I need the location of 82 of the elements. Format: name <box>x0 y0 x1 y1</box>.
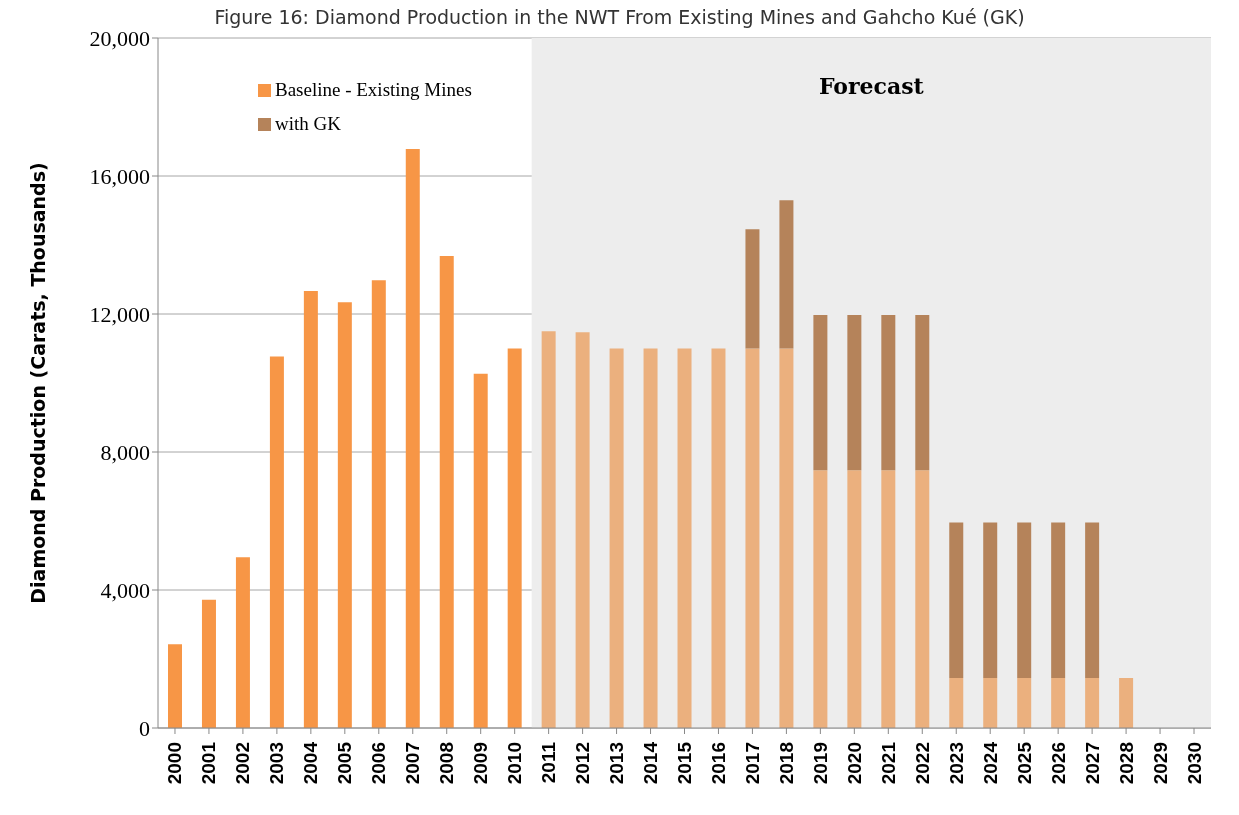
x-tick-label: 2006 <box>368 742 390 785</box>
y-tick-label: 4,000 <box>100 577 150 603</box>
bar <box>541 331 556 728</box>
band-label: Forecast <box>818 72 925 99</box>
bar <box>711 348 726 728</box>
x-tick-label: 2028 <box>1115 742 1137 785</box>
bar <box>745 348 760 728</box>
y-tick-label: 0 <box>139 715 150 741</box>
x-tick-label: 2024 <box>979 741 1001 785</box>
x-tick-label: 2003 <box>266 742 288 785</box>
bar <box>371 280 386 728</box>
x-tick-label: 2019 <box>809 742 831 785</box>
bar <box>473 373 488 728</box>
bar <box>915 315 930 471</box>
x-tick-label: 2008 <box>436 742 458 785</box>
bar <box>439 256 454 728</box>
bar <box>507 348 522 728</box>
y-tick-label: 12,000 <box>89 301 150 327</box>
x-tick-label: 2025 <box>1013 741 1035 785</box>
bar <box>303 290 318 728</box>
legend-label: with GK <box>275 112 341 136</box>
bar <box>813 315 828 471</box>
bar <box>1085 677 1100 728</box>
bar <box>1085 522 1100 678</box>
bar <box>269 356 284 728</box>
y-tick-label: 8,000 <box>100 439 150 465</box>
bar <box>575 332 590 728</box>
bar <box>779 200 794 349</box>
y-tick-label: 20,000 <box>89 25 150 51</box>
x-tick-label: 2010 <box>504 742 526 785</box>
x-tick-label: 2007 <box>402 742 424 785</box>
x-tick-label: 2023 <box>945 742 967 785</box>
bar <box>779 348 794 728</box>
bar <box>1051 677 1066 728</box>
bar <box>1119 677 1134 728</box>
bar <box>983 522 998 678</box>
x-tick-label: 2012 <box>572 742 594 785</box>
bar <box>1017 522 1032 678</box>
bar <box>847 470 862 728</box>
legend-label: Baseline - Existing Mines <box>275 78 472 102</box>
bar <box>915 470 930 728</box>
bar <box>813 470 828 728</box>
bar <box>949 677 964 728</box>
bar <box>847 315 862 471</box>
x-tick-label: 2004 <box>300 741 322 785</box>
bar <box>643 348 658 728</box>
x-tick-label: 2030 <box>1183 742 1205 785</box>
bar <box>949 522 964 678</box>
y-tick-label: 16,000 <box>89 163 150 189</box>
x-tick-label: 2005 <box>334 741 356 785</box>
x-tick-label: 2016 <box>707 742 729 785</box>
bar <box>337 302 352 728</box>
x-tick-label: 2022 <box>911 742 933 785</box>
bar <box>881 315 896 471</box>
x-tick-label: 2001 <box>198 741 220 785</box>
x-tick-label: 2018 <box>775 742 797 785</box>
x-tick-label: 2002 <box>232 742 254 785</box>
x-tick-label: 2021 <box>877 741 899 785</box>
bar <box>745 229 760 349</box>
x-tick-label: 2015 <box>674 741 695 785</box>
y-axis-title: Diamond Production (Carats, Thousands) <box>26 162 49 604</box>
bar <box>235 557 250 728</box>
bar <box>405 149 420 728</box>
x-tick-label: 2026 <box>1047 742 1069 785</box>
x-tick-label: 2020 <box>843 742 865 785</box>
x-tick-label: 2027 <box>1081 742 1103 785</box>
x-tick-label: 2029 <box>1149 742 1171 785</box>
chart-title: Figure 16: Diamond Production in the NWT From Existing Mines and Gahcho Kué (GK) <box>214 6 1025 28</box>
bar <box>1017 677 1032 728</box>
bar <box>609 348 624 728</box>
x-tick-label: 2009 <box>470 742 492 785</box>
x-tick-label: 2017 <box>741 742 763 785</box>
x-tick-label: 2000 <box>164 742 186 785</box>
x-tick-label: 2011 <box>538 741 560 784</box>
bar <box>677 348 692 728</box>
bar <box>168 644 182 728</box>
bar <box>983 677 998 728</box>
bar <box>881 470 896 728</box>
x-tick-label: 2013 <box>606 742 628 785</box>
bar <box>201 599 216 728</box>
bar <box>1051 522 1066 678</box>
x-tick-label: 2014 <box>640 741 662 785</box>
